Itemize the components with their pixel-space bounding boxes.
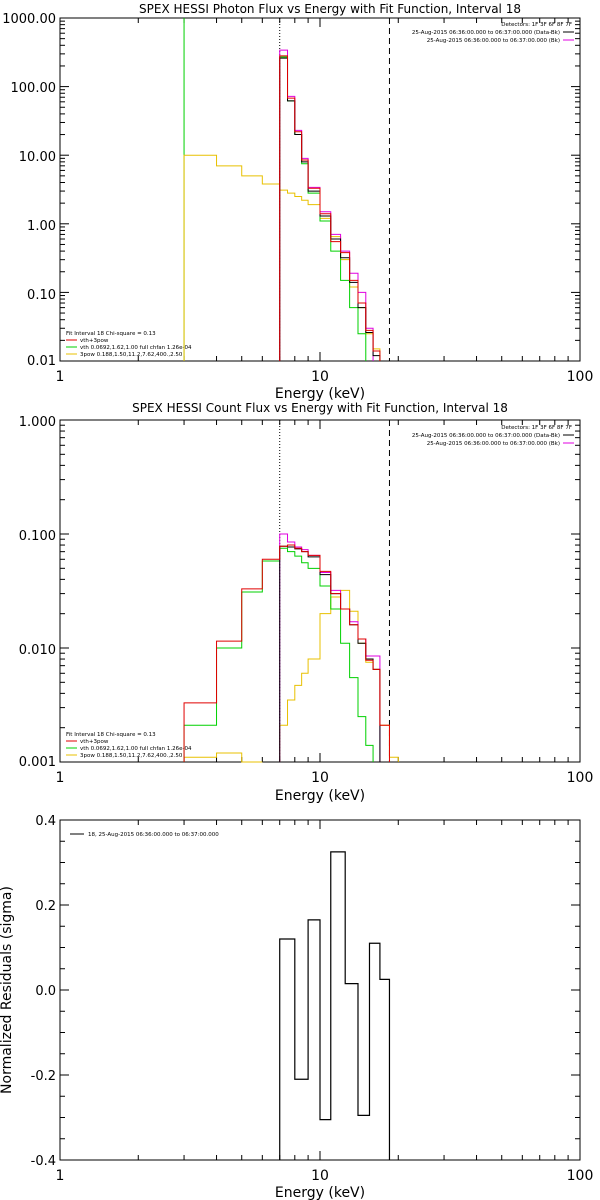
series-vth [279, 56, 367, 361]
legend-label: vth 0.0692,1.62,1.00 full chfan 1.26e-04 [80, 345, 192, 351]
series-vth-3pow [183, 544, 390, 762]
count-flux-info: Detectors: 1F 3F 6F 8F 7F 25-Aug-2015 06… [412, 425, 574, 447]
residuals-y-axis-label: Normalized Residuals (sigma) [0, 886, 15, 1094]
x-tick-label: 1 [56, 770, 65, 786]
count-flux-y-tick-labels: 1.000 0.100 0.010 0.001 [19, 415, 56, 770]
legend-label: 3pow 0.188,1.50,11.2,7.62,400.,2.50 [80, 753, 183, 759]
info-line: 25-Aug-2015 06:36:00.000 to 06:37:00.000… [427, 38, 560, 44]
y-tick-label: -0.2 [31, 1069, 56, 1084]
count-flux-plot-frame [59, 419, 581, 763]
x-tick-label: 100 [567, 770, 594, 786]
photon-flux-info: Detectors: 1F 3F 6F 8F 7F 25-Aug-2015 06… [412, 22, 574, 44]
x-tick-label: 100 [567, 369, 594, 385]
y-tick-label: 1.00 [27, 219, 56, 234]
residuals-series [279, 851, 391, 1160]
photon-flux-title: SPEX HESSI Photon Flux vs Energy with Fi… [139, 2, 521, 16]
y-tick-label: 10.00 [19, 150, 56, 165]
count-flux-ticks [59, 420, 580, 763]
y-tick-label: 1000.00 [2, 12, 56, 27]
series-3pow [183, 154, 381, 361]
residuals-y-tick-labels: 0.4 0.2 0.0 -0.2 -0.4 [31, 814, 56, 1169]
info-line: Detectors: 1F 3F 6F 8F 7F [501, 425, 572, 431]
legend-label: 3pow 0.188,1.50,11.2,7.62,400.,2.50 [80, 352, 183, 358]
x-tick-label: 10 [311, 369, 329, 385]
residuals-x-tick-labels: 1 10 100 [56, 1168, 594, 1184]
y-tick-label: 0.010 [19, 643, 56, 658]
y-tick-label: 0.4 [35, 814, 56, 829]
legend-label: vth+3pow [80, 739, 109, 745]
photon-flux-x-tick-labels: 1 10 100 [56, 369, 594, 385]
x-tick-label: 10 [311, 1168, 329, 1184]
y-tick-label: 0.01 [27, 354, 56, 369]
photon-flux-plot-area [183, 18, 390, 361]
count-flux-legend: Fit Interval 18 Chi-square = 0.13 vth+3p… [66, 732, 192, 759]
series-data [279, 545, 381, 762]
x-tick-label: 1 [56, 1168, 65, 1184]
residuals-legend: 18, 25-Aug-2015 06:36:00.000 to 06:37:00… [70, 832, 219, 838]
series-vth-3pow [279, 55, 381, 361]
x-tick-label: 1 [56, 369, 65, 385]
photon-flux-ticks [59, 18, 580, 362]
info-line: 25-Aug-2015 06:36:00.000 to 06:37:00.000… [412, 433, 560, 439]
y-tick-label: 0.0 [35, 984, 56, 999]
legend-label: vth 0.0692,1.62,1.00 full chfan 1.26e-04 [80, 746, 192, 752]
photon-flux-x-axis-label: Energy (keV) [275, 386, 365, 402]
legend-header: Fit Interval 18 Chi-square = 0.13 [66, 331, 156, 337]
series-bk [279, 49, 374, 361]
count-flux-panel: SPEX HESSI Count Flux vs Energy with Fit… [19, 401, 594, 804]
y-tick-label: -0.4 [31, 1154, 56, 1169]
residuals-ticks [59, 819, 580, 1161]
photon-flux-panel: SPEX HESSI Photon Flux vs Energy with Fi… [2, 2, 593, 402]
residuals-panel: 0.4 0.2 0.0 -0.2 -0.4 1 10 100 Energy (k… [0, 814, 593, 1200]
y-tick-label: 1.000 [19, 415, 56, 430]
info-line: 25-Aug-2015 06:36:00.000 to 06:37:00.000… [412, 30, 560, 36]
legend-label: 18, 25-Aug-2015 06:36:00.000 to 06:37:00… [88, 832, 219, 838]
count-flux-plot-area [183, 420, 399, 763]
count-flux-x-tick-labels: 1 10 100 [56, 770, 594, 786]
residuals-plot-area [279, 851, 391, 1160]
info-line: 25-Aug-2015 06:36:00.000 to 06:37:00.000… [427, 441, 560, 447]
count-flux-x-axis-label: Energy (keV) [275, 788, 365, 804]
series-vth [183, 547, 374, 762]
y-tick-label: 0.100 [19, 529, 56, 544]
photon-flux-y-tick-labels: 1000.00 100.00 10.00 1.00 0.10 0.01 [2, 12, 56, 369]
residuals-x-axis-label: Energy (keV) [275, 1185, 365, 1200]
series-bk [279, 533, 381, 762]
y-tick-label: 100.00 [11, 81, 57, 96]
legend-label: vth+3pow [80, 338, 109, 344]
count-flux-title: SPEX HESSI Count Flux vs Energy with Fit… [132, 401, 508, 415]
y-tick-label: 0.001 [19, 755, 56, 770]
info-line: Detectors: 1F 3F 6F 8F 7F [501, 22, 572, 28]
x-tick-label: 10 [311, 770, 329, 786]
x-tick-label: 100 [567, 1168, 594, 1184]
photon-flux-legend: Fit Interval 18 Chi-square = 0.13 vth+3p… [66, 331, 192, 358]
legend-header: Fit Interval 18 Chi-square = 0.13 [66, 732, 156, 738]
y-tick-label: 0.10 [27, 288, 56, 303]
y-tick-label: 0.2 [35, 899, 56, 914]
